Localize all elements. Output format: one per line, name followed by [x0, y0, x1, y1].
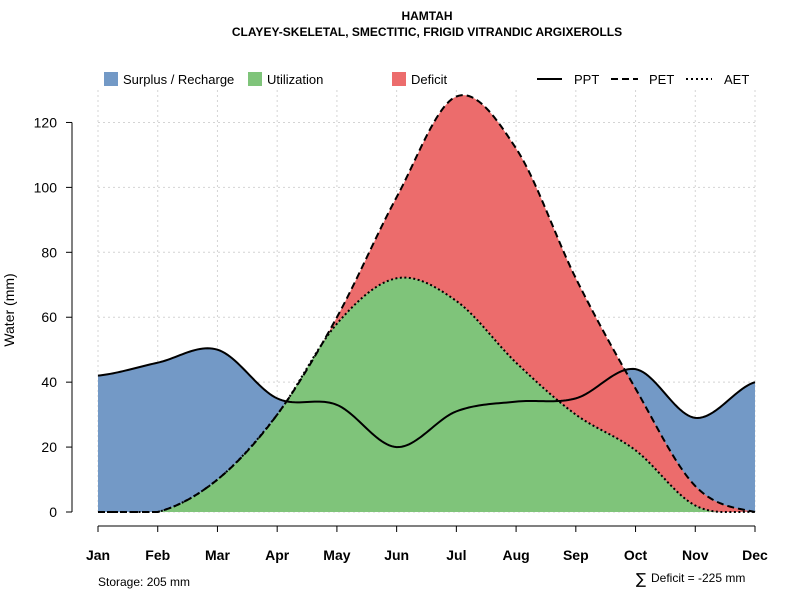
- y-tick-label-2: 40: [41, 374, 57, 390]
- y-tick-label-3: 60: [41, 309, 57, 325]
- y-tick-label-6: 120: [34, 114, 58, 130]
- area-fills: [98, 95, 755, 513]
- area-deficit: [98, 95, 755, 513]
- x-tick-label-feb: Feb: [145, 547, 170, 563]
- x-tick-label-may: May: [323, 547, 350, 563]
- x-tick-label-dec: Dec: [742, 547, 768, 563]
- y-tick-label-5: 100: [34, 179, 58, 195]
- storage-note: Storage: 205 mm: [98, 575, 190, 589]
- legend-label-surplus: Surplus / Recharge: [123, 72, 234, 87]
- y-tick-label-4: 80: [41, 244, 57, 260]
- legend-label-ppt: PPT: [574, 72, 599, 87]
- legend-swatch-deficit: [392, 72, 406, 86]
- legend-swatch-surplus: [104, 72, 118, 86]
- series-line-aet: [98, 276, 756, 513]
- series-lines: [97, 94, 756, 513]
- area-surplus-overlay: [98, 95, 755, 513]
- legend-swatch-utilization: [248, 72, 262, 86]
- series-line-pet: [98, 94, 756, 513]
- deficit-note: Deficit = -225 mm: [651, 571, 745, 585]
- legend-label-deficit: Deficit: [411, 72, 448, 87]
- series-line-ppt: [97, 347, 756, 449]
- y-tick-label-0: 0: [49, 504, 57, 520]
- area-utilization-base: [98, 277, 755, 512]
- legend-label-pet: PET: [649, 72, 674, 87]
- chart-title: HAMTAH: [401, 9, 452, 23]
- x-tick-label-jun: Jun: [384, 547, 409, 563]
- legend-label-utilization: Utilization: [267, 72, 323, 87]
- deficit-sum-symbol: ∑: [636, 570, 646, 588]
- x-tick-label-oct: Oct: [624, 547, 648, 563]
- legend: Surplus / Recharge Utilization Deficit P…: [104, 72, 749, 87]
- x-tick-label-jul: Jul: [446, 547, 466, 563]
- x-tick-label-nov: Nov: [682, 547, 709, 563]
- chart-subtitle: CLAYEY-SKELETAL, SMECTITIC, FRIGID VITRA…: [232, 25, 622, 39]
- y-tick-label-1: 20: [41, 439, 57, 455]
- axes: 0 20 40 60 80 100 120 Jan Feb Mar Apr May Jun Jul Aug S…: [34, 114, 768, 563]
- y-axis-label: Water (mm): [1, 273, 17, 346]
- x-tick-label-apr: Apr: [265, 547, 290, 563]
- x-tick-label-mar: Mar: [205, 547, 230, 563]
- x-tick-label-jan: Jan: [86, 547, 110, 563]
- legend-label-aet: AET: [724, 72, 749, 87]
- x-tick-label-sep: Sep: [563, 547, 589, 563]
- x-tick-label-aug: Aug: [502, 547, 529, 563]
